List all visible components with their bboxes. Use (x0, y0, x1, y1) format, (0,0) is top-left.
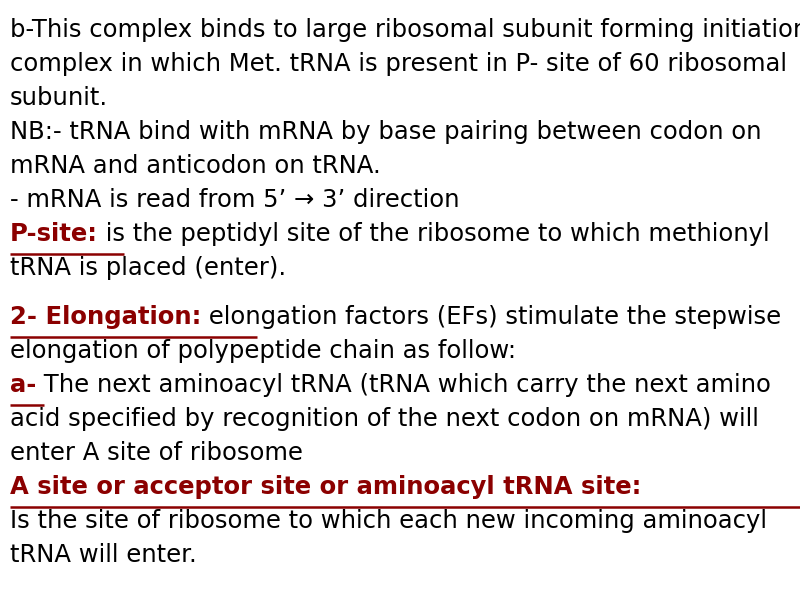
Text: 2- Elongation:: 2- Elongation: (10, 305, 202, 329)
Text: acid specified by recognition of the next codon on mRNA) will: acid specified by recognition of the nex… (10, 407, 759, 431)
Text: The next aminoacyl tRNA (tRNA which carry the next amino: The next aminoacyl tRNA (tRNA which carr… (36, 373, 771, 397)
Text: is the peptidyl site of the ribosome to which methionyl: is the peptidyl site of the ribosome to … (98, 222, 770, 246)
Text: tRNA is placed (enter).: tRNA is placed (enter). (10, 256, 286, 280)
Text: elongation factors (EFs) stimulate the stepwise: elongation factors (EFs) stimulate the s… (202, 305, 782, 329)
Text: P-site:: P-site: (10, 222, 98, 246)
Text: subunit.: subunit. (10, 86, 108, 110)
Text: NB:- tRNA bind with mRNA by base pairing between codon on: NB:- tRNA bind with mRNA by base pairing… (10, 120, 762, 144)
Text: elongation of polypeptide chain as follow:: elongation of polypeptide chain as follo… (10, 339, 516, 363)
Text: mRNA and anticodon on tRNA.: mRNA and anticodon on tRNA. (10, 154, 381, 178)
Text: b-This complex binds to large ribosomal subunit forming initiation: b-This complex binds to large ribosomal … (10, 18, 800, 42)
Text: a-: a- (10, 373, 36, 397)
Text: enter A site of ribosome: enter A site of ribosome (10, 441, 303, 465)
Text: - mRNA is read from 5’ → 3’ direction: - mRNA is read from 5’ → 3’ direction (10, 188, 459, 212)
Text: complex in which Met. tRNA is present in P- site of 60 ribosomal: complex in which Met. tRNA is present in… (10, 52, 787, 76)
Text: tRNA will enter.: tRNA will enter. (10, 543, 197, 567)
Text: Is the site of ribosome to which each new incoming aminoacyl: Is the site of ribosome to which each ne… (10, 509, 767, 533)
Text: A site or acceptor site or aminoacyl tRNA site:: A site or acceptor site or aminoacyl tRN… (10, 475, 642, 499)
